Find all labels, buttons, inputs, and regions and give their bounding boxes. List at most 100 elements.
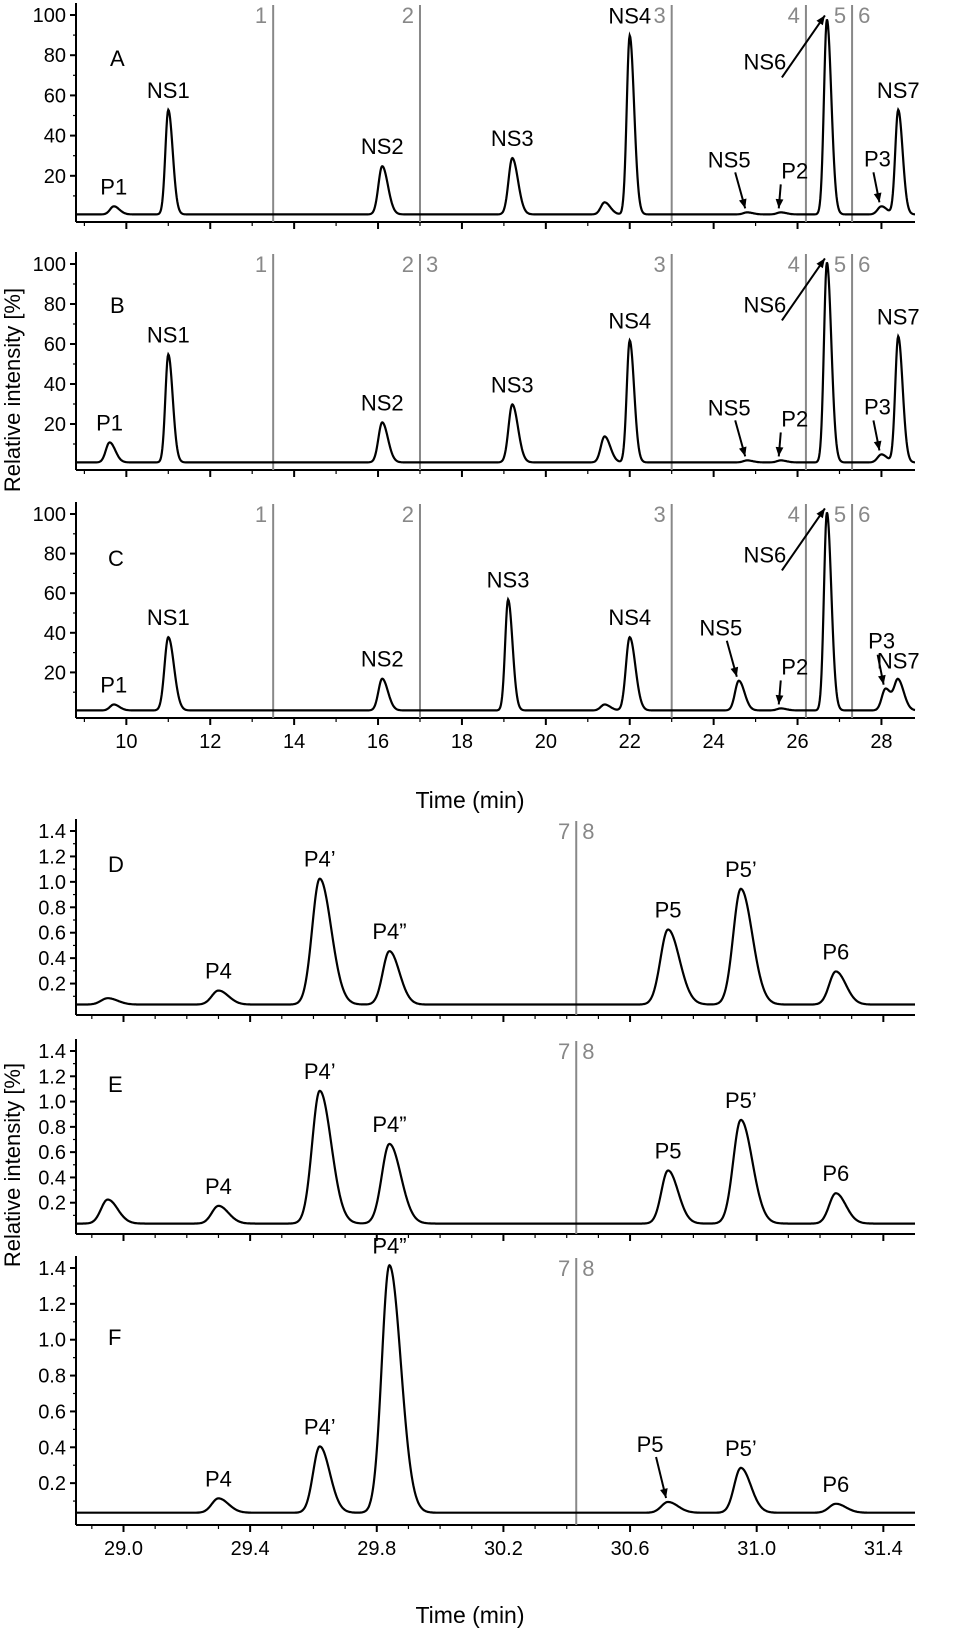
- peak-label: P3: [868, 629, 895, 654]
- peak-label: NS2: [361, 647, 404, 672]
- top-ylabel: Relative intensity [%]: [0, 288, 25, 492]
- top-xlabel: Time (min): [415, 787, 524, 813]
- chromatogram-trace: [76, 19, 915, 216]
- x-tick-label: 31.0: [737, 1538, 776, 1560]
- y-tick-label: 100: [33, 504, 66, 526]
- peak-label: P3: [864, 146, 891, 171]
- chromatogram-trace: [76, 262, 915, 464]
- y-tick-label: 60: [44, 334, 66, 356]
- y-tick-label: 100: [33, 5, 66, 27]
- fraction-label: 5: [834, 3, 846, 28]
- y-tick-label: 0.4: [38, 948, 66, 970]
- peak-label: P4’: [304, 1059, 336, 1084]
- fraction-label: 1: [255, 3, 267, 28]
- y-tick-label: 1.0: [38, 1330, 66, 1352]
- peak-label: NS1: [147, 605, 190, 630]
- peak-label: P6: [822, 1161, 849, 1186]
- peak-arrow: [781, 14, 826, 78]
- panel-f: 0.2 0.4 0.6 0.8 1.0 1.2 1.4 29.0 29.4 29.8 30.2 30.…: [38, 1233, 915, 1560]
- peak-label: P1: [100, 672, 127, 697]
- panel-letter: E: [108, 1072, 123, 1097]
- y-tick-label: 40: [44, 623, 66, 645]
- peak-label: NS7: [877, 78, 920, 103]
- fraction-label: 3: [653, 252, 665, 277]
- x-tick-label: 24: [703, 731, 725, 753]
- fraction-label: 7: [558, 1256, 570, 1281]
- chromatogram-trace: [76, 877, 915, 1006]
- y-tick-label: 80: [44, 294, 66, 316]
- peak-label: P2: [781, 654, 808, 679]
- x-tick-label: 14: [283, 731, 305, 753]
- peak-label: P4”: [372, 1233, 406, 1258]
- fraction-label: 7: [558, 819, 570, 844]
- peak-label: P4’: [304, 1414, 336, 1439]
- peak-label: P1: [100, 174, 127, 199]
- y-tick-label: 0.2: [38, 1473, 66, 1495]
- peak-label: P4: [205, 1466, 232, 1491]
- chromatogram-trace: [76, 1089, 915, 1225]
- fraction-label: 8: [582, 1039, 594, 1064]
- peak-label: P4: [205, 959, 232, 984]
- fraction-label: 1: [255, 252, 267, 277]
- fraction-label: 1: [255, 502, 267, 527]
- y-tick-label: 1.2: [38, 1066, 66, 1088]
- y-tick-label: 0.6: [38, 1142, 66, 1164]
- y-tick-label: 0.2: [38, 974, 66, 996]
- peak-arrowhead: [873, 192, 882, 203]
- peak-label: NS4: [608, 605, 651, 630]
- peak-label: NS7: [877, 304, 920, 329]
- chromatogram-trace: [76, 512, 916, 712]
- x-tick-label: 26: [786, 731, 808, 753]
- x-tick-label: 18: [451, 731, 473, 753]
- peak-label: P5: [655, 898, 682, 923]
- peak-label: P4: [205, 1174, 232, 1199]
- peak-label: NS2: [361, 134, 404, 159]
- peak-label: P4’: [304, 847, 336, 872]
- peak-label: P6: [822, 1472, 849, 1497]
- fraction-label: 3: [653, 502, 665, 527]
- fraction-label: 2: [402, 3, 414, 28]
- y-tick-label: 80: [44, 544, 66, 566]
- x-tick-label: 22: [619, 731, 641, 753]
- y-tick-label: 0.6: [38, 923, 66, 945]
- panel-d: 0.2 0.4 0.6 0.8 1.0 1.2 1.4 7 8 D P4 P4’ P4” P5 P5’ P6: [38, 819, 915, 1022]
- peak-arrowhead: [873, 440, 882, 451]
- peak-label: NS6: [744, 292, 787, 317]
- fraction-label: 6: [858, 3, 870, 28]
- y-tick-label: 40: [44, 126, 66, 148]
- y-tick-label: 40: [44, 374, 66, 396]
- peak-label: P1: [96, 410, 123, 435]
- peak-label: NS1: [147, 322, 190, 347]
- peak-label: NS7: [877, 649, 920, 674]
- x-tick-label: 28: [870, 731, 892, 753]
- peak-label: P2: [781, 158, 808, 183]
- peak-label: P5: [637, 1432, 664, 1457]
- peak-arrow: [781, 257, 826, 321]
- panel-letter: F: [108, 1325, 121, 1350]
- y-tick-label: 0.8: [38, 897, 66, 919]
- peak-label: P5’: [725, 857, 757, 882]
- fraction-label: 2: [402, 502, 414, 527]
- fraction-label: 7: [558, 1039, 570, 1064]
- y-tick-label: 80: [44, 45, 66, 67]
- peak-arrowhead: [738, 446, 747, 457]
- peak-label: NS3: [491, 372, 534, 397]
- fraction-label: 4: [788, 252, 800, 277]
- y-tick-label: 1.2: [38, 846, 66, 868]
- peak-arrowhead: [730, 666, 739, 677]
- panel-letter: A: [110, 46, 125, 71]
- fraction-label: 5: [834, 502, 846, 527]
- y-tick-label: 100: [33, 254, 66, 276]
- fraction-label: 5: [834, 252, 846, 277]
- peak-label: NS3: [487, 568, 530, 593]
- peak-label: NS2: [361, 390, 404, 415]
- chromatogram-trace: [76, 1263, 915, 1514]
- x-tick-label: 30.2: [484, 1538, 523, 1560]
- peak-label: NS4: [608, 308, 651, 333]
- peak-label: P5’: [725, 1088, 757, 1113]
- peak-label: NS5: [708, 147, 751, 172]
- y-tick-label: 0.4: [38, 1167, 66, 1189]
- peak-label: P5: [655, 1138, 682, 1163]
